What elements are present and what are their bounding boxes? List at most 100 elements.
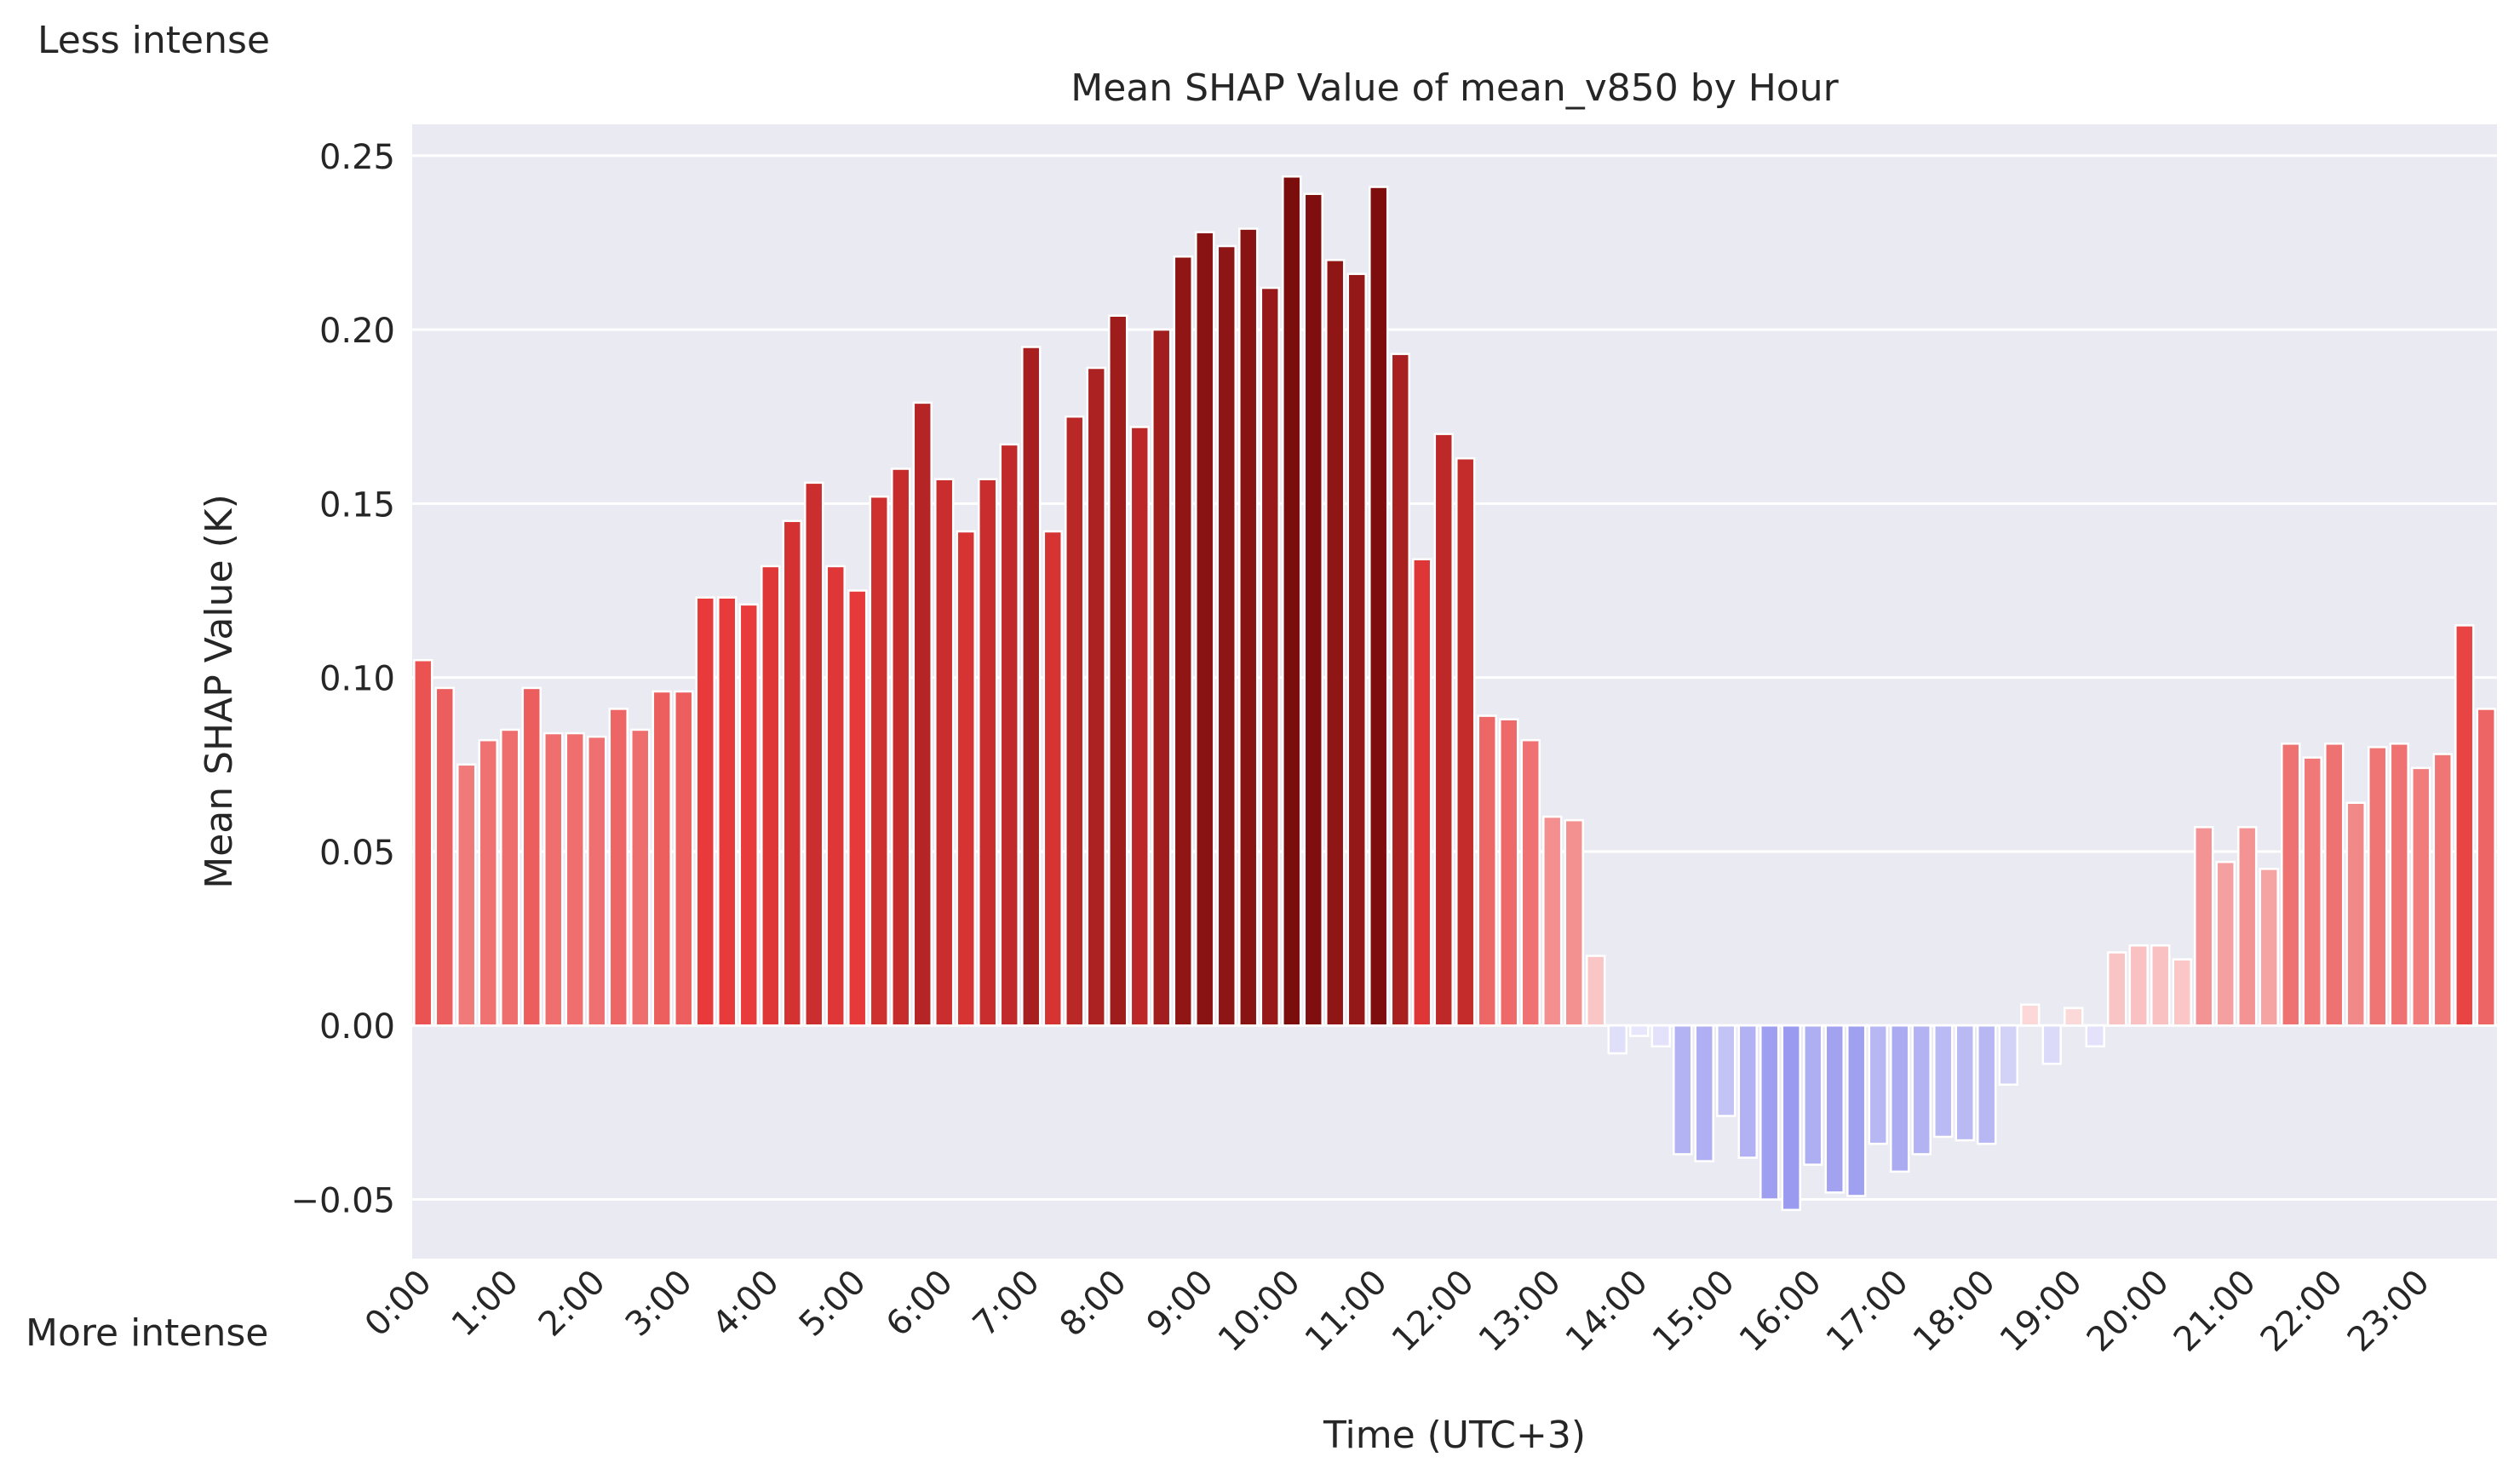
bar [608,708,629,1027]
y-tick-label: 0.15 [319,485,395,525]
x-axis-label: Time (UTC+3) [1323,1414,1586,1457]
y-tick-label: 0.00 [319,1007,395,1047]
bar [434,686,455,1027]
bar [2302,756,2322,1027]
bar [2215,860,2236,1027]
bar [2172,958,2192,1027]
bar [1390,353,1410,1027]
bar [1065,415,1085,1027]
x-tick-label: 12:00 [1385,1263,1482,1360]
bar [2237,826,2258,1027]
bar [1129,426,1150,1027]
bar [2064,1007,2084,1027]
x-tick-label: 22:00 [2253,1263,2351,1360]
bar [1955,1024,1975,1142]
bar [500,728,520,1027]
bar [1542,815,1563,1027]
bar [1890,1024,1910,1173]
bar [999,443,1019,1027]
bar [1694,1024,1714,1162]
bar [543,731,564,1027]
x-tick-label: 13:00 [1472,1263,1569,1360]
bar [1933,1024,1954,1139]
y-tick-label: 0.20 [319,312,395,351]
x-tick-label: 4:00 [705,1263,787,1345]
x-tick-label: 21:00 [2167,1263,2264,1360]
bar [674,690,694,1027]
y-tick-label: 0.10 [319,660,395,699]
bar [761,565,781,1027]
bar [1911,1024,1932,1156]
x-tick-label: 8:00 [1053,1263,1134,1345]
x-tick-label: 23:00 [2340,1263,2437,1360]
bar [1173,255,1193,1027]
bar [1455,456,1476,1027]
bar [1021,346,1042,1027]
x-tick-label: 9:00 [1139,1263,1221,1345]
y-tick-label: 0.05 [319,834,395,873]
bar [1586,955,1606,1027]
x-tick-label: 10:00 [1211,1263,1308,1360]
x-tick-label: 6:00 [879,1263,961,1345]
gridlines [412,154,2497,1202]
bar [1998,1024,2018,1086]
bar [478,738,498,1027]
bar [1042,530,1063,1027]
bar [1369,186,1389,1027]
bar [717,596,738,1027]
bar [1151,328,1172,1027]
bar [912,401,933,1027]
x-tick-label: 18:00 [1906,1263,2003,1360]
bar [695,596,715,1027]
bar [521,686,542,1027]
bar [1868,1024,1888,1145]
bar [2041,1024,2062,1065]
bar [587,735,607,1027]
bar [1346,272,1367,1027]
bar [1216,244,1237,1027]
bar [1716,1024,1736,1117]
bar [782,519,802,1027]
bar [1477,714,1497,1027]
bar [1303,192,1323,1027]
plot-area [412,124,2497,1259]
bar [738,603,759,1027]
more-intense-label: More intense [26,1311,269,1355]
x-tick-label: 15:00 [1645,1263,1742,1360]
x-tick-label: 1:00 [445,1263,526,1345]
y-axis-label: Mean SHAP Value (K) [198,494,241,889]
chart-title: Mean SHAP Value of mean_v850 by Hour [1071,66,1839,110]
bar [804,481,824,1027]
y-tick-label: 0.25 [319,138,395,177]
bar [1086,366,1106,1027]
bar [847,589,868,1027]
bar [1737,1024,1758,1159]
x-tick-label: 2:00 [531,1263,613,1345]
bar [1433,433,1454,1027]
bar [1520,738,1541,1027]
bar [1260,286,1280,1027]
x-tick-label: 5:00 [792,1263,874,1345]
bar [1781,1024,1801,1212]
bar [2085,1024,2105,1048]
bar [2128,944,2149,1027]
bar [1629,1024,1650,1037]
bar [2368,746,2388,1027]
bar [1195,231,1215,1027]
bar [1673,1024,1693,1156]
bar [2107,951,2127,1027]
less-intense-label: Less intense [37,19,270,62]
x-tick-label: 14:00 [1558,1263,1656,1360]
bar [2411,766,2431,1027]
x-tick-label: 16:00 [1732,1263,1829,1360]
bar [869,495,889,1027]
bar [1824,1024,1845,1194]
x-tick-label: 0:00 [358,1263,439,1345]
bar [2345,801,2366,1027]
bar [1759,1024,1780,1201]
x-axis-ticks: 0:00 1:00 2:00 3:00 4:00 5:00 6:00 7:00 8:00 9:00… [358,1263,2437,1360]
bar [2454,624,2475,1027]
bar [1977,1024,1997,1145]
bar [1108,314,1128,1027]
bar [1846,1024,1867,1197]
